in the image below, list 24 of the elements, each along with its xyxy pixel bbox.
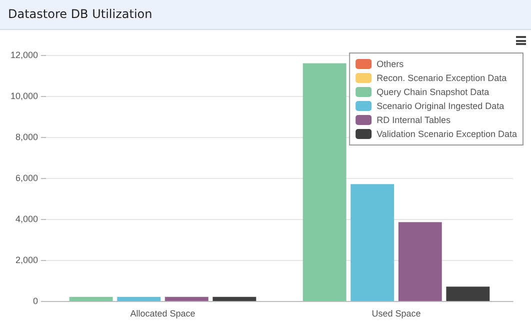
y-tick-label: 4,000 [15, 214, 38, 224]
bar [302, 63, 346, 301]
legend-label: Others [376, 59, 404, 69]
bar [212, 296, 256, 301]
bar [350, 184, 394, 301]
legend-label: Scenario Original Ingested Data [376, 101, 504, 111]
legend-label: RD Internal Tables [376, 115, 451, 125]
bar [446, 286, 490, 301]
y-tick-label: 12,000 [10, 50, 38, 60]
y-tick-label: 6,000 [15, 173, 38, 183]
x-tick-label: Used Space [372, 308, 421, 318]
bar [398, 222, 442, 301]
y-tick-label: 2,000 [15, 255, 38, 265]
chart-title: Datastore DB Utilization [8, 7, 152, 21]
bar [69, 296, 113, 301]
legend-label: Recon. Scenario Exception Data [376, 73, 507, 83]
y-tick-label: 0 [32, 296, 38, 306]
bar [164, 296, 208, 301]
bar [117, 296, 161, 301]
x-tick-label: Allocated Space [130, 308, 196, 318]
legend-label: Validation Scenario Exception Data [376, 129, 518, 139]
legend-label: Query Chain Snapshot Data [376, 87, 490, 97]
y-tick-label: 10,000 [10, 91, 38, 101]
y-tick-label: 8,000 [15, 132, 38, 142]
